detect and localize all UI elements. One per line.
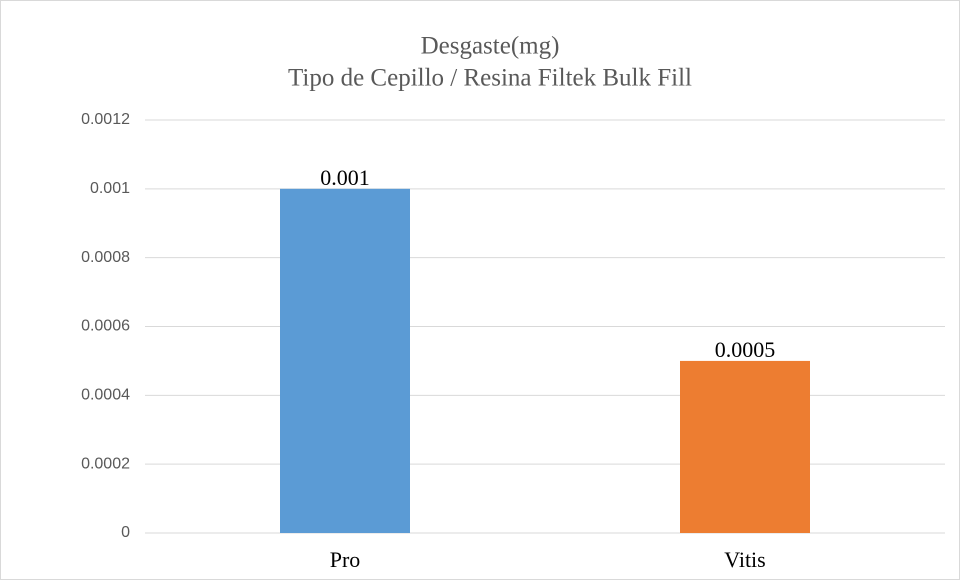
data-label: 0.0005	[715, 337, 776, 362]
bar	[280, 188, 410, 534]
y-tick-label: 0.001	[90, 180, 130, 197]
data-label: 0.001	[320, 165, 370, 190]
y-tick-label: 0.0006	[81, 318, 130, 335]
chart-subtitle: Tipo de Cepillo / Resina Filtek Bulk Fil…	[288, 65, 692, 92]
chart-title: Desgaste(mg)	[421, 33, 560, 60]
y-tick-label: 0.0004	[81, 387, 130, 404]
x-tick-label: Vitis	[724, 547, 765, 572]
x-tick-label: Pro	[330, 547, 361, 572]
y-tick-label: 0.0012	[81, 111, 130, 128]
y-tick-label: 0	[121, 524, 130, 541]
y-tick-label: 0.0008	[81, 249, 130, 266]
bar	[680, 360, 810, 533]
y-tick-label: 0.0002	[81, 455, 130, 472]
